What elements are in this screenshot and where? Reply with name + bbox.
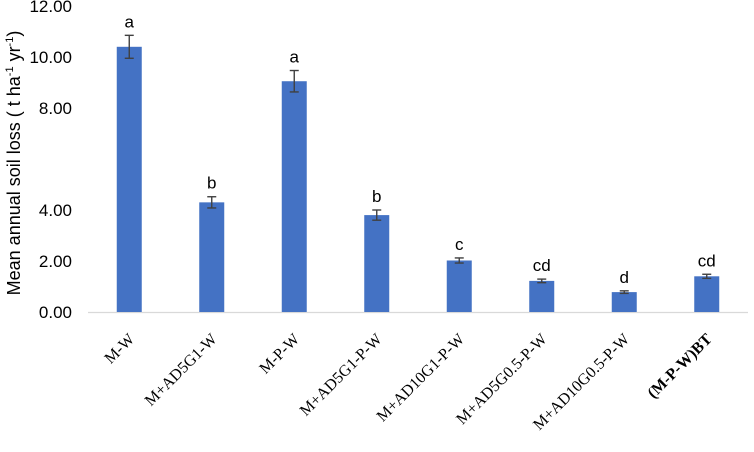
bar-significance-label: c: [455, 235, 464, 254]
y-axis-label-end: ): [4, 31, 24, 37]
y-axis-label-sup2: -1: [4, 37, 16, 47]
bar: [199, 202, 225, 312]
bar: [529, 280, 555, 312]
y-tick-label: 2.00: [39, 252, 72, 271]
bar: [446, 260, 472, 312]
bar: [281, 81, 307, 312]
y-tick-label: 12.00: [29, 0, 72, 16]
bar-labels-group: a b a b c cd d cd: [125, 12, 716, 287]
bar-significance-label: cd: [698, 251, 716, 270]
y-axis-label-mid: yr: [4, 46, 24, 66]
y-axis-label-sup1: -1: [4, 66, 16, 76]
bar: [116, 46, 142, 313]
x-tick-label: (M-P-W)BT: [644, 331, 715, 402]
bar-significance-label: b: [207, 174, 216, 193]
x-tick-label: M+AD5G1-W: [142, 330, 221, 409]
x-tick-label: M+AD10G1-P-W: [374, 330, 469, 425]
bars-group: [116, 46, 720, 313]
error-bars-group: [124, 34, 712, 295]
x-tick-label: M-P-W: [256, 330, 303, 377]
x-axis-ticks: M-W M+AD5G1-W M-P-WM+AD5G1-P-WM+AD10G1-P-W…: [102, 330, 716, 434]
bar-significance-label: b: [372, 187, 381, 206]
x-tick-label: M-W: [102, 330, 139, 367]
y-tick-label: 8.00: [39, 99, 72, 118]
bar: [694, 276, 720, 312]
bar: [364, 215, 390, 312]
svg-text:Mean annual soil loss ( t ha-1: Mean annual soil loss ( t ha-1 yr-1): [4, 31, 24, 296]
bar-significance-label: cd: [533, 256, 551, 275]
bar-significance-label: a: [125, 12, 135, 31]
y-tick-label: 4.00: [39, 201, 72, 220]
bar-significance-label: d: [620, 268, 629, 287]
y-axis-label-main: Mean annual soil loss ( t ha: [4, 75, 24, 295]
y-axis-label: Mean annual soil loss ( t ha-1 yr-1): [4, 31, 24, 296]
x-tick-label: M+AD5G1-P-W: [297, 330, 386, 419]
y-axis-ticks: 0.00 2.00 4.00 8.00 10.00 12.00: [29, 0, 72, 322]
bar-significance-label: a: [290, 48, 300, 67]
y-tick-label: 10.00: [29, 48, 72, 67]
y-tick-label: 0.00: [39, 303, 72, 322]
bar: [611, 292, 637, 312]
x-tick-label: M+AD5G0.5-P-W: [453, 330, 551, 428]
